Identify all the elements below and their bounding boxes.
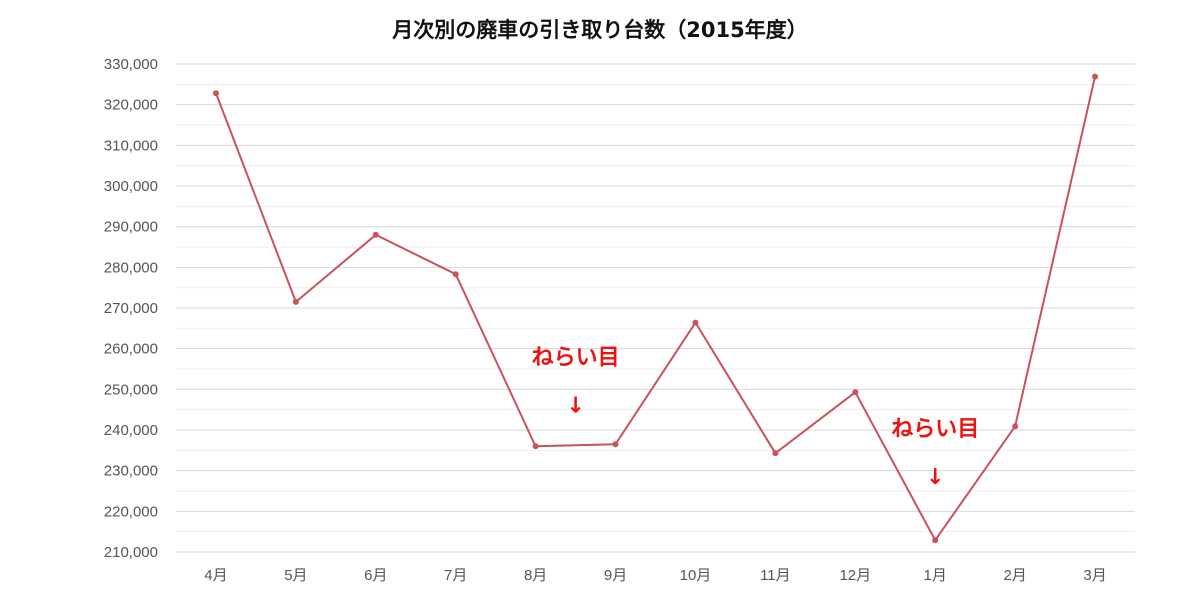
y-tick-label: 300,000 — [104, 178, 158, 195]
annotation-arrow: ↓ — [566, 393, 584, 418]
annotation-label: ねらい目 — [532, 345, 620, 370]
data-point — [452, 271, 459, 278]
annotations: ねらい目 ↓ ねらい目 ↓ — [532, 345, 980, 490]
y-tick-label: 280,000 — [104, 259, 158, 276]
y-tick-label: 250,000 — [104, 381, 158, 398]
y-tick-label: 210,000 — [104, 544, 158, 561]
y-tick-label: 290,000 — [104, 219, 158, 236]
y-tick-label: 330,000 — [104, 56, 158, 73]
y-tick-label: 310,000 — [104, 137, 158, 154]
x-tick-label: 3月 — [1083, 567, 1106, 584]
annotation-label: ねらい目 — [891, 417, 979, 442]
chart-title: 月次別の廃車の引き取り台数（2015年度） — [392, 18, 808, 42]
x-tick-label: 5月 — [284, 567, 307, 584]
y-tick-label: 270,000 — [104, 300, 158, 317]
data-point — [292, 298, 299, 305]
annotation-arrow: ↓ — [926, 465, 944, 490]
y-tick-label: 260,000 — [104, 341, 158, 358]
y-tick-label: 320,000 — [104, 97, 158, 114]
data-point — [772, 450, 779, 457]
x-axis-ticks: 4月 5月 6月 7月 8月 9月 10月 11月 12月 1月 2月 3月 — [204, 567, 1106, 584]
data-point — [212, 90, 219, 97]
series-path — [215, 76, 1096, 542]
data-point — [852, 389, 859, 396]
data-point — [372, 231, 379, 238]
x-tick-label: 4月 — [204, 567, 227, 584]
x-tick-label: 2月 — [1003, 567, 1026, 584]
x-tick-label: 6月 — [364, 567, 387, 584]
x-tick-label: 7月 — [444, 567, 467, 584]
data-point — [932, 537, 939, 544]
y-tick-label: 220,000 — [104, 503, 158, 520]
data-point — [1092, 73, 1099, 80]
grid — [176, 63, 1135, 553]
data-point — [532, 443, 539, 450]
x-tick-label: 10月 — [680, 567, 712, 584]
y-tick-label: 230,000 — [104, 463, 158, 480]
y-axis-ticks: 210,000 220,000 230,000 240,000 250,000 260,0… — [104, 56, 158, 561]
x-tick-label: 12月 — [839, 567, 871, 584]
data-point — [612, 441, 619, 448]
x-tick-label: 1月 — [924, 567, 947, 584]
data-point — [1012, 423, 1019, 430]
data-point — [692, 319, 699, 326]
x-tick-label: 9月 — [604, 567, 627, 584]
x-tick-label: 11月 — [760, 567, 791, 584]
series-line — [212, 73, 1099, 544]
x-tick-label: 8月 — [524, 567, 547, 584]
y-tick-label: 240,000 — [104, 422, 158, 439]
